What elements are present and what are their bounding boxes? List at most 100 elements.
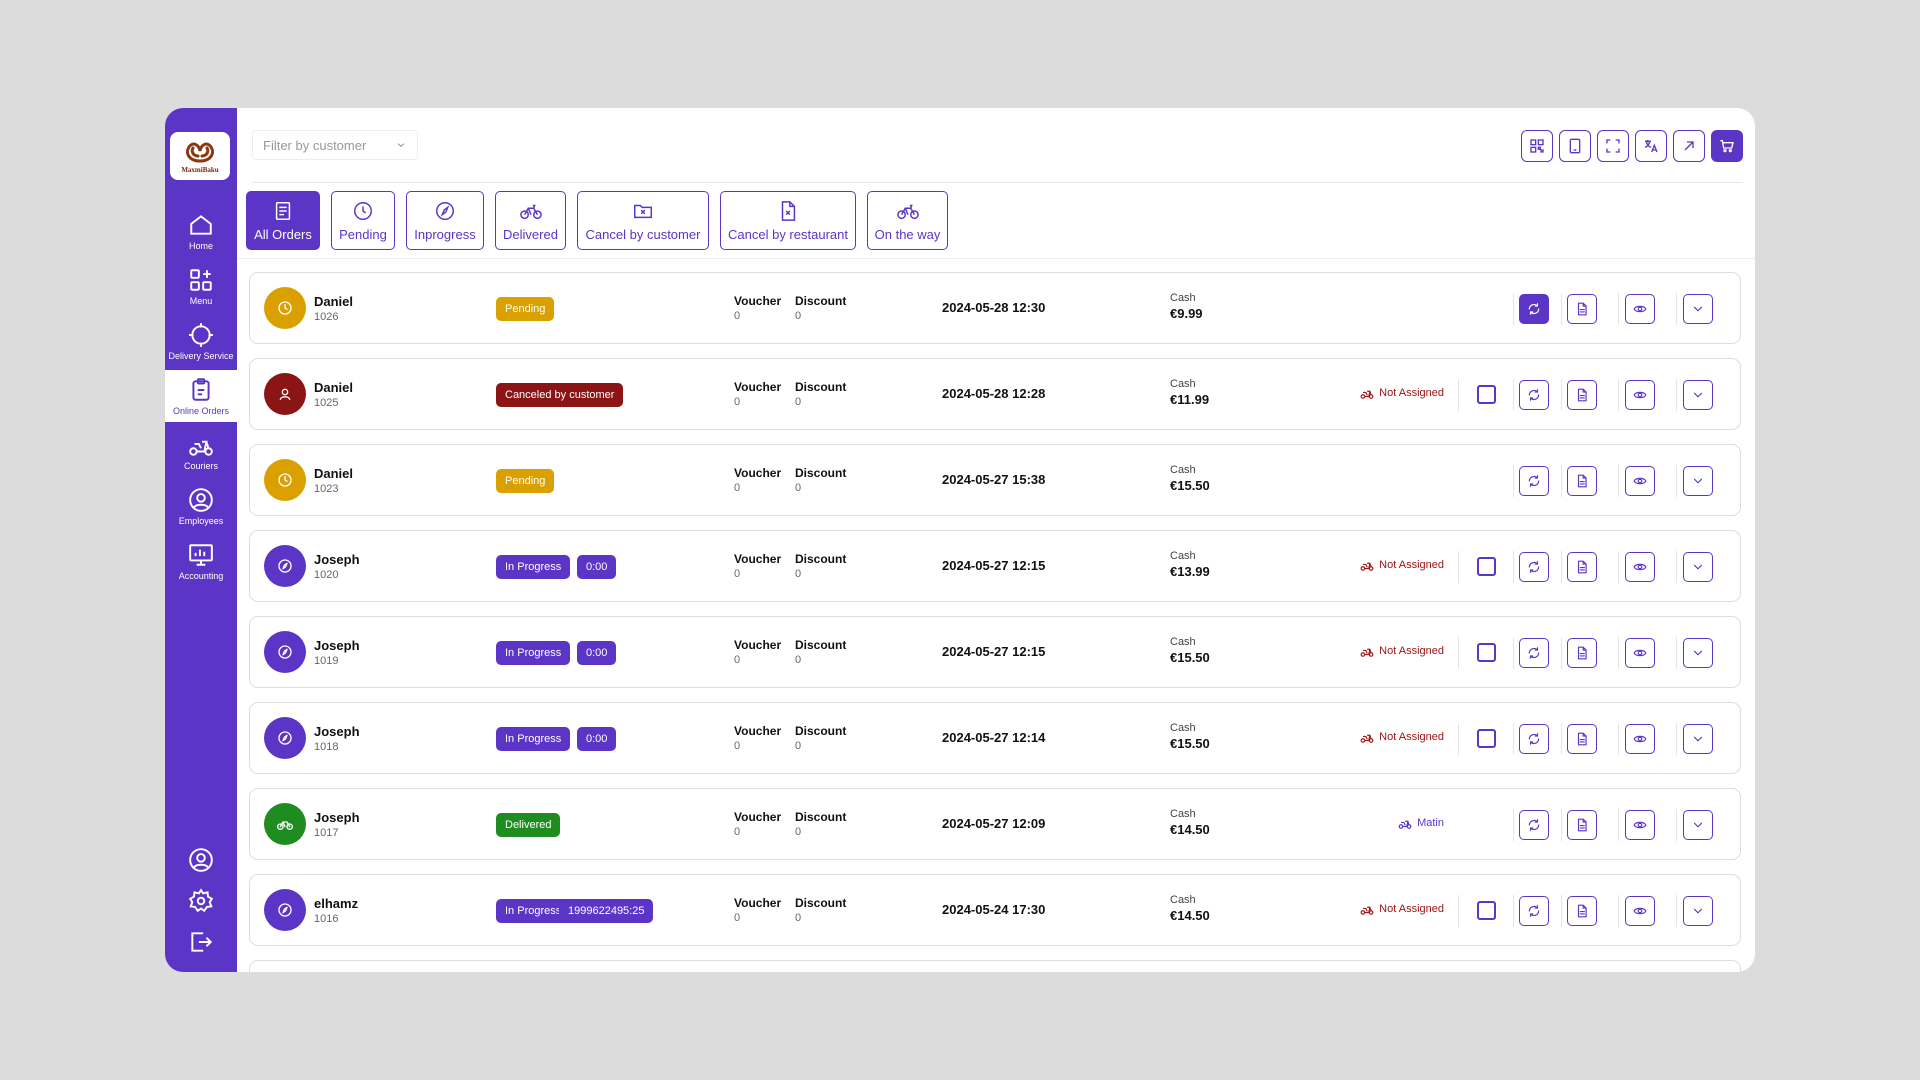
courier-assignment[interactable]: Matin [1398,816,1444,830]
customer-filter-select[interactable]: Filter by customer [252,130,418,160]
discount-value: 0 [795,568,802,580]
sidebar-item-home[interactable]: Home [165,205,237,257]
refresh-icon [1528,647,1540,659]
order-row[interactable]: elhamz 1016 In Progress 1999622495:25 Vouche… [249,874,1741,946]
order-select-checkbox[interactable] [1477,557,1496,576]
sidebar-item-label: Home [188,240,213,251]
view-button[interactable] [1625,552,1655,582]
courier-assignment[interactable]: Not Assigned [1360,644,1444,658]
view-button[interactable] [1625,810,1655,840]
invoice-button[interactable] [1567,466,1597,496]
order-select-checkbox[interactable] [1477,901,1496,920]
refresh-button[interactable] [1519,294,1549,324]
divider [1513,637,1514,669]
refresh-icon [1528,303,1540,315]
translate-button[interactable] [1635,130,1667,162]
fullscreen-button[interactable] [1597,130,1629,162]
divider [1676,809,1677,841]
expand-button[interactable] [1683,294,1713,324]
voucher-value: 0 [734,396,741,408]
tab-on-the-way[interactable]: On the way [867,191,948,250]
order-select-checkbox[interactable] [1477,643,1496,662]
discount-value: 0 [795,396,802,408]
order-row[interactable]: Joseph 1020 In Progress 0:00 Voucher 0 Discoun… [249,530,1741,602]
cart-button[interactable] [1711,130,1743,162]
view-button[interactable] [1625,466,1655,496]
expand-button[interactable] [1683,724,1713,754]
divider [1513,809,1514,841]
tab-cancel-by-restaurant[interactable]: Cancel by restaurant [720,191,856,250]
logout-button[interactable] [165,926,237,958]
invoice-button[interactable] [1567,380,1597,410]
refresh-button[interactable] [1519,896,1549,926]
refresh-button[interactable] [1519,466,1549,496]
courier-assignment[interactable]: Not Assigned [1360,386,1444,400]
sidebar-item-employees[interactable]: Employees [165,480,237,532]
status-badge: In Progress [496,641,571,665]
sidebar-item-couriers[interactable]: Couriers [165,425,237,477]
order-row[interactable]: Joseph 1019 In Progress 0:00 Voucher 0 Discoun… [249,616,1741,688]
tab-pending[interactable]: Pending [331,191,395,250]
customer-info: Daniel 1023 [314,466,353,495]
order-row[interactable]: Joseph 1017 Delivered Voucher 0 Discount 0 2024… [249,788,1741,860]
eye-icon [1633,305,1647,313]
discount-value: 0 [795,654,802,666]
chevron-down-icon [1693,306,1703,312]
sidebar-item-delivery-service[interactable]: Delivery Service [165,315,237,367]
customer-info: Joseph 1018 [314,724,360,753]
sidebar-item-menu[interactable]: Menu [165,260,237,312]
profile-button[interactable] [165,844,237,876]
order-select-checkbox[interactable] [1477,729,1496,748]
home-icon [190,214,212,235]
order-row[interactable]: Joseph 1018 In Progress 0:00 Voucher 0 Discoun… [249,702,1741,774]
qr-button[interactable] [1521,130,1553,162]
invoice-button[interactable] [1567,294,1597,324]
view-button[interactable] [1625,294,1655,324]
status-badge: Canceled by customer [496,383,624,407]
invoice-button[interactable] [1567,810,1597,840]
courier-assignment[interactable]: Not Assigned [1360,558,1444,572]
sidebar-item-online-orders[interactable]: Online Orders [165,370,237,422]
courier-assignment[interactable]: Not Assigned [1360,902,1444,916]
order-amount: €11.99 [1170,392,1210,407]
view-button[interactable] [1625,896,1655,926]
tab-cancel-by-customer[interactable]: Cancel by customer [577,191,709,250]
refresh-button[interactable] [1519,552,1549,582]
order-amount: €14.50 [1170,908,1210,923]
divider [1561,637,1562,669]
brand-logo[interactable]: MaxmiBaku [170,132,230,180]
tablet-button[interactable] [1559,130,1591,162]
expand-button[interactable] [1683,638,1713,668]
invoice-button[interactable] [1567,552,1597,582]
order-row[interactable]: Daniel 1023 Pending Voucher 0 Discount 0 2024-0… [249,444,1741,516]
tab-delivered[interactable]: Delivered [495,191,566,250]
expand-button[interactable] [1683,466,1713,496]
status-badge: In Progress [496,555,571,579]
expand-button[interactable] [1683,552,1713,582]
expand-button[interactable] [1683,380,1713,410]
invoice-button[interactable] [1567,724,1597,754]
divider [1618,551,1619,583]
external-link-button[interactable] [1673,130,1705,162]
view-button[interactable] [1625,638,1655,668]
refresh-button[interactable] [1519,638,1549,668]
view-button[interactable] [1625,380,1655,410]
tab-all-orders[interactable]: All Orders [246,191,320,250]
invoice-button[interactable] [1567,896,1597,926]
tab-inprogress[interactable]: Inprogress [406,191,484,250]
courier-assignment[interactable]: Not Assigned [1360,730,1444,744]
settings-button[interactable] [165,885,237,917]
order-row[interactable]: Daniel 1026 Pending Voucher 0 Discount 0 2024-0… [249,272,1741,344]
expand-button[interactable] [1683,896,1713,926]
sidebar-item-accounting[interactable]: Accounting [165,535,237,587]
courier-assignment-label: Not Assigned [1379,731,1444,743]
order-select-checkbox[interactable] [1477,385,1496,404]
refresh-button[interactable] [1519,810,1549,840]
voucher-value: 0 [734,310,741,322]
refresh-button[interactable] [1519,380,1549,410]
expand-button[interactable] [1683,810,1713,840]
invoice-button[interactable] [1567,638,1597,668]
order-row[interactable]: Daniel 1025 Canceled by customer Voucher 0 Di… [249,358,1741,430]
view-button[interactable] [1625,724,1655,754]
refresh-button[interactable] [1519,724,1549,754]
